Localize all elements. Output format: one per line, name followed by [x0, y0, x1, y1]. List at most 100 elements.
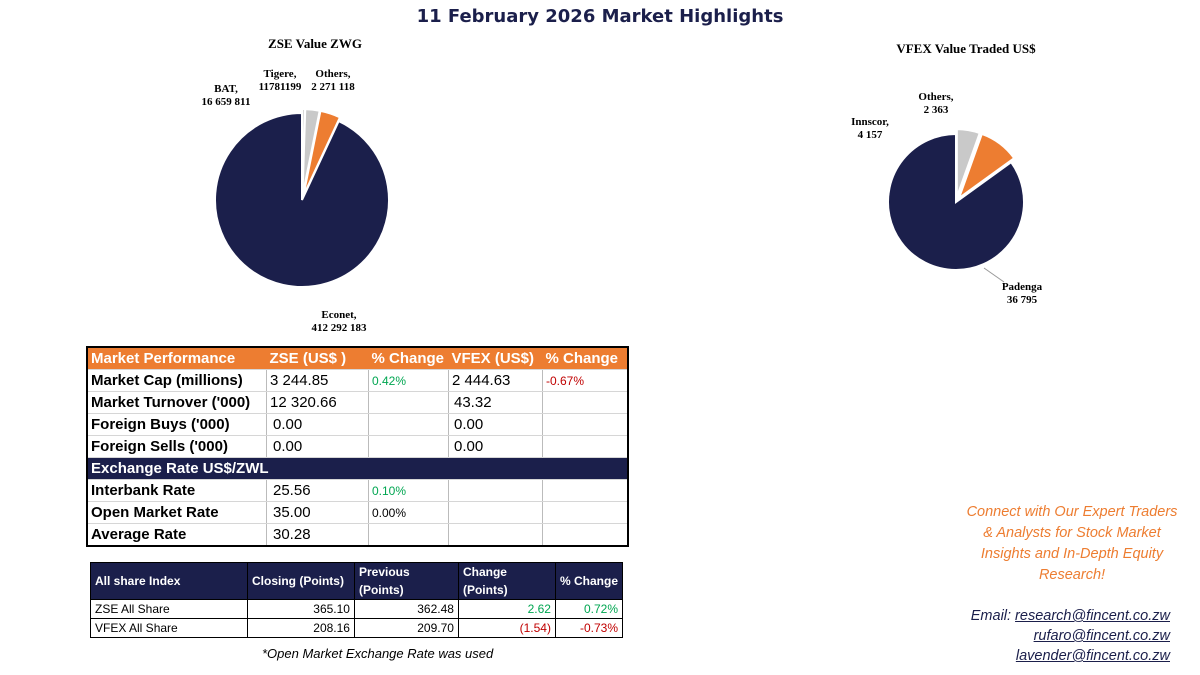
index-pct: -0.73%: [555, 618, 624, 638]
vfex-value: 0.00: [448, 413, 543, 436]
email-link-lavender[interactable]: lavender@fincent.co.zw: [1015, 648, 1170, 664]
rate-value: 30.28: [266, 523, 369, 547]
vfex-value: 43.32: [448, 391, 543, 414]
email-lead: Email:: [970, 608, 1012, 624]
slice-value-others: 2 363: [924, 104, 949, 116]
table-row: Interbank Rate 25.56 0.10%: [87, 479, 629, 502]
vfex-change: [542, 435, 629, 458]
rate-value: 35.00: [266, 501, 369, 524]
index-name: VFEX All Share: [90, 618, 248, 638]
promo-line: Insights and In-Depth Equity: [980, 546, 1164, 562]
index-previous: 209.70: [354, 618, 459, 638]
slice-value-others: 2 271 118: [311, 81, 355, 93]
rate-value: 25.56: [266, 479, 369, 502]
header-previous: Previous (Points): [354, 562, 459, 600]
slice-label-tigere: Tigere,: [264, 68, 297, 80]
zse-pie-svg: ZSE Value ZWG Econet,412 292 183 BAT,16 65…: [202, 36, 390, 334]
email-link-research[interactable]: research@fincent.co.zw: [1015, 608, 1170, 624]
zse-change: [368, 391, 449, 414]
zse-change: [368, 413, 449, 436]
rate-change: 0.00%: [368, 501, 449, 524]
pie-slice-others: [301, 108, 306, 197]
vfex-value: 2 444.63: [448, 369, 543, 392]
vfex-value: 0.00: [448, 435, 543, 458]
header-closing: Closing (Points): [247, 562, 355, 600]
zse-value: 0.00: [266, 413, 369, 436]
zse-change: 0.42%: [368, 369, 449, 392]
header-zse: ZSE (US$ ): [266, 347, 369, 370]
exchange-rate-header-row: Exchange Rate US$/ZWL: [87, 457, 628, 480]
header-index: All share Index: [90, 562, 248, 600]
index-name: ZSE All Share: [90, 599, 248, 619]
zse-value: 3 244.85: [266, 369, 369, 392]
pie-slice-econet: [214, 111, 390, 288]
empty-cell: [542, 479, 629, 502]
table-row: Market Turnover ('000) 12 320.66 43.32: [87, 391, 629, 414]
index-change: 2.62: [458, 599, 556, 619]
table-row: Average Rate 30.28: [87, 523, 629, 547]
contact-emails: Email: research@fincent.co.zw rufaro@finc…: [900, 606, 1170, 666]
slice-value-innscor: 4 157: [858, 129, 883, 141]
zse-change: [368, 435, 449, 458]
header-market-performance: Market Performance: [87, 347, 267, 370]
zse-pie-chart: ZSE Value ZWG Econet, 412 292 183 BAT, 16 65…: [0, 0, 600, 350]
rate-label: Open Market Rate: [87, 501, 267, 524]
row-label: Foreign Sells ('000): [87, 435, 267, 458]
vfex-change: -0.67%: [542, 369, 629, 392]
pie-slice-innscor: [956, 132, 1016, 201]
leader-line: [983, 267, 1005, 283]
all-share-index-table: All share Index Closing (Points) Previou…: [90, 562, 624, 638]
table-row: ZSE All Share 365.10 362.48 2.62 0.72%: [90, 599, 624, 619]
row-label: Market Cap (millions): [87, 369, 267, 392]
header-vfex-change: % Change: [542, 347, 628, 370]
slice-label-padenga: Padenga: [1002, 281, 1043, 293]
index-header-row: All share Index Closing (Points) Previou…: [90, 562, 624, 600]
header-pct-change: % Change: [555, 562, 624, 600]
zse-value: 12 320.66: [266, 391, 369, 414]
empty-cell: [448, 479, 543, 502]
row-label: Market Turnover ('000): [87, 391, 267, 414]
slice-label-others: Others,: [315, 68, 350, 80]
pie-slice-others: [955, 128, 981, 198]
slice-label-econet: Econet,: [321, 309, 356, 321]
header-change: Change (Points): [458, 562, 556, 600]
pie-title: VFEX Value Traded US$: [896, 41, 1036, 56]
table-row: Foreign Sells ('000) 0.00 0.00: [87, 435, 629, 458]
pie-title: ZSE Value ZWG: [268, 36, 362, 51]
rate-label: Interbank Rate: [87, 479, 267, 502]
table-row: Foreign Buys ('000) 0.00 0.00: [87, 413, 629, 436]
rate-change: [368, 523, 449, 547]
slice-value-padenga: 36 795: [1007, 294, 1038, 306]
exchange-rate-header: Exchange Rate US$/ZWL: [87, 457, 628, 480]
slice-value-bat: 16 659 811: [202, 96, 251, 108]
empty-cell: [448, 501, 543, 524]
pie-slice-padenga: [887, 132, 1025, 271]
index-closing: 208.16: [247, 618, 355, 638]
footnote: *Open Market Exchange Rate was used: [262, 646, 494, 661]
slice-label-innscor: Innscor,: [851, 116, 889, 128]
promo-line: Connect with Our Expert Traders: [966, 504, 1178, 520]
slice-label-bat: BAT,: [214, 83, 238, 95]
slice-value-tigere: 11781199: [259, 81, 302, 93]
header-vfex: VFEX (US$): [448, 347, 543, 370]
index-change: (1.54): [458, 618, 556, 638]
index-closing: 365.10: [247, 599, 355, 619]
vfex-change: [542, 391, 629, 414]
page-title: 11 February 2026 Market Highlights: [416, 6, 784, 27]
row-label: Foreign Buys ('000): [87, 413, 267, 436]
slice-value-econet: 412 292 183: [312, 322, 368, 334]
index-previous: 362.48: [354, 599, 459, 619]
rate-label: Average Rate: [87, 523, 267, 547]
empty-cell: [542, 501, 629, 524]
zse-value: 0.00: [266, 435, 369, 458]
market-performance-table: Market Performance ZSE (US$ ) % Change V…: [86, 346, 629, 547]
rate-change: 0.10%: [368, 479, 449, 502]
promo-line: Research!: [1038, 567, 1106, 583]
header-zse-change: % Change: [368, 347, 449, 370]
vfex-pie-chart: VFEX Value Traded US$ Padenga 36 795 Innsco…: [851, 41, 1043, 306]
empty-cell: [448, 523, 543, 547]
table-row: VFEX All Share 208.16 209.70 (1.54) -0.7…: [90, 618, 624, 638]
slice-label-others: Others,: [918, 91, 953, 103]
email-link-rufaro[interactable]: rufaro@fincent.co.zw: [1033, 628, 1170, 644]
